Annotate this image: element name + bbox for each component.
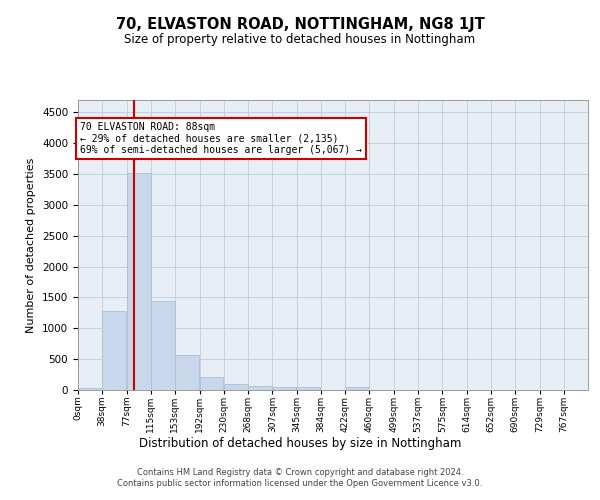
Bar: [200, 376, 223, 390]
Bar: [78, 388, 102, 390]
Bar: [273, 387, 296, 390]
Bar: [346, 387, 369, 390]
Text: Size of property relative to detached houses in Nottingham: Size of property relative to detached ho…: [124, 32, 476, 46]
Text: 70 ELVASTON ROAD: 88sqm
← 29% of detached houses are smaller (2,135)
69% of semi: 70 ELVASTON ROAD: 88sqm ← 29% of detache…: [80, 122, 362, 155]
Bar: [151, 300, 175, 390]
Y-axis label: Number of detached properties: Number of detached properties: [26, 158, 37, 332]
Text: Distribution of detached houses by size in Nottingham: Distribution of detached houses by size …: [139, 438, 461, 450]
Bar: [297, 387, 320, 390]
Bar: [175, 356, 199, 390]
Bar: [224, 384, 248, 390]
Text: 70, ELVASTON ROAD, NOTTINGHAM, NG8 1JT: 70, ELVASTON ROAD, NOTTINGHAM, NG8 1JT: [116, 18, 484, 32]
Bar: [103, 311, 126, 390]
Bar: [127, 173, 151, 390]
Bar: [248, 386, 272, 390]
Text: Contains HM Land Registry data © Crown copyright and database right 2024.
Contai: Contains HM Land Registry data © Crown c…: [118, 468, 482, 487]
